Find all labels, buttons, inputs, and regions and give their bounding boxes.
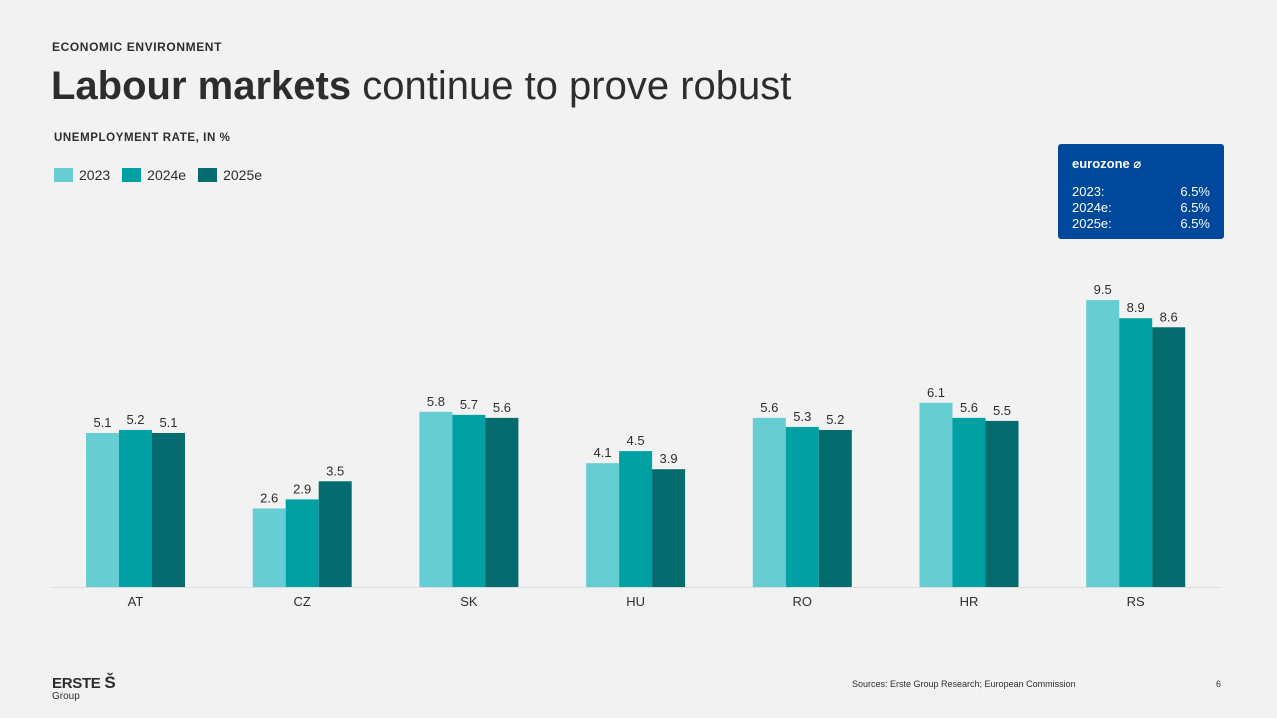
eurozone-row-value: 6.5% <box>1180 184 1210 199</box>
chart-legend: 2023 2024e 2025e <box>54 167 262 183</box>
bar-hu-2025e <box>652 469 686 587</box>
eurozone-row: 2025e: 6.5% <box>1072 216 1210 232</box>
eurozone-row-label: 2025e: <box>1072 216 1112 231</box>
sources-note: Sources: Erste Group Research; European … <box>852 679 1076 689</box>
bar-hr-2024e <box>952 417 986 587</box>
legend-swatch-2024e <box>122 168 142 182</box>
data-label-rs-2025e: 8.6 <box>1160 309 1178 324</box>
erste-s-icon: Š <box>104 673 116 692</box>
bar-rs-2024e <box>1119 318 1153 587</box>
bar-rs-2023 <box>1086 300 1120 587</box>
bar-hu-2023 <box>586 463 620 587</box>
eurozone-row: 2023: 6.5% <box>1072 184 1210 200</box>
data-label-rs-2023: 9.5 <box>1094 282 1112 297</box>
data-label-hr-2023: 6.1 <box>927 385 945 400</box>
bar-sk-2025e <box>485 417 519 587</box>
category-label-hr: HR <box>960 594 979 609</box>
data-label-hu-2023: 4.1 <box>594 445 612 460</box>
logo-wordmark: ERSTE Š <box>52 673 116 692</box>
data-label-cz-2023: 2.6 <box>260 490 278 505</box>
category-label-sk: SK <box>460 594 478 609</box>
bar-ro-2023 <box>752 417 786 587</box>
data-label-ro-2023: 5.6 <box>760 400 778 415</box>
eurozone-row-value: 6.5% <box>1180 216 1210 231</box>
eurozone-title: eurozone ⌀ <box>1072 156 1142 171</box>
legend-item-2023: 2023 <box>54 167 110 183</box>
eurozone-row-label: 2023: <box>1072 184 1105 199</box>
data-label-at-2024e: 5.2 <box>126 412 144 427</box>
page-title: Labour markets continue to prove robust <box>51 62 791 110</box>
eurozone-row: 2024e: 6.5% <box>1072 200 1210 216</box>
page-title-bold: Labour markets <box>51 64 352 108</box>
logo-text: ERSTE <box>52 675 101 692</box>
eurozone-row-value: 6.5% <box>1180 200 1210 215</box>
bar-sk-2024e <box>452 414 486 587</box>
bar-ro-2024e <box>785 426 819 587</box>
erste-logo: ERSTE Š Group <box>52 673 116 702</box>
legend-item-2025e: 2025e <box>198 167 262 183</box>
section-label: ECONOMIC ENVIRONMENT <box>52 40 223 54</box>
logo-sub: Group <box>52 691 80 702</box>
category-label-hu: HU <box>626 594 645 609</box>
bar-at-2023 <box>86 432 119 587</box>
data-label-at-2025e: 5.1 <box>159 415 177 430</box>
bar-sk-2023 <box>419 411 453 587</box>
data-label-at-2023: 5.1 <box>93 415 111 430</box>
category-label-at: AT <box>128 594 144 609</box>
data-label-hr-2024e: 5.6 <box>960 400 978 415</box>
data-label-cz-2025e: 3.5 <box>326 463 344 478</box>
data-label-hr-2025e: 5.5 <box>993 403 1011 418</box>
legend-swatch-2023 <box>54 168 73 182</box>
data-label-hu-2025e: 3.9 <box>660 451 678 466</box>
eurozone-box: eurozone ⌀ 2023: 6.5% 2024e: 6.5% 2025e:… <box>1058 144 1224 239</box>
category-label-cz: CZ <box>294 594 311 609</box>
data-label-sk-2025e: 5.6 <box>493 400 511 415</box>
data-label-ro-2024e: 5.3 <box>793 409 811 424</box>
data-label-sk-2024e: 5.7 <box>460 397 478 412</box>
bar-hr-2023 <box>919 402 953 587</box>
bar-hr-2025e <box>985 420 1019 587</box>
bar-cz-2023 <box>252 508 286 587</box>
page-number: 6 <box>1216 679 1222 689</box>
legend-swatch-2025e <box>198 168 218 182</box>
legend-label-2023: 2023 <box>79 167 111 183</box>
legend-item-2024e: 2024e <box>122 167 186 183</box>
bar-rs-2025e <box>1152 327 1186 587</box>
data-label-cz-2024e: 2.9 <box>293 481 311 496</box>
category-label-ro: RO <box>793 594 813 609</box>
bar-at-2024e <box>119 429 152 587</box>
page-title-rest: continue to prove robust <box>351 64 792 108</box>
bar-ro-2025e <box>818 429 852 587</box>
data-label-hu-2024e: 4.5 <box>627 433 645 448</box>
legend-label-2025e: 2025e <box>223 167 263 183</box>
category-label-rs: RS <box>1127 594 1145 609</box>
chart-title: UNEMPLOYMENT RATE, IN % <box>54 132 231 144</box>
bar-at-2025e <box>152 432 185 587</box>
bar-cz-2024e <box>285 499 319 587</box>
legend-label-2024e: 2024e <box>147 167 187 183</box>
data-label-sk-2023: 5.8 <box>427 394 445 409</box>
bar-hu-2024e <box>619 451 653 587</box>
eurozone-row-label: 2024e: <box>1072 200 1112 215</box>
bar-cz-2025e <box>318 481 352 587</box>
data-label-rs-2024e: 8.9 <box>1127 300 1145 315</box>
data-label-ro-2025e: 5.2 <box>826 412 844 427</box>
